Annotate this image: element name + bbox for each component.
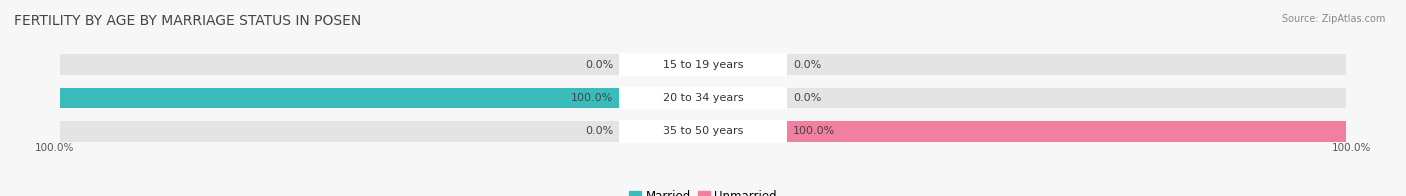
Text: FERTILITY BY AGE BY MARRIAGE STATUS IN POSEN: FERTILITY BY AGE BY MARRIAGE STATUS IN P… — [14, 14, 361, 28]
Bar — [703, 121, 1346, 142]
Legend: Married, Unmarried: Married, Unmarried — [624, 185, 782, 196]
Text: 35 to 50 years: 35 to 50 years — [662, 126, 744, 136]
Bar — [620, 53, 786, 76]
Text: 20 to 34 years: 20 to 34 years — [662, 93, 744, 103]
Bar — [60, 88, 703, 108]
Text: 100.0%: 100.0% — [571, 93, 613, 103]
Bar — [60, 88, 1346, 108]
Bar — [620, 87, 786, 109]
Text: 100.0%: 100.0% — [1331, 143, 1371, 153]
Text: 0.0%: 0.0% — [793, 93, 821, 103]
Text: Source: ZipAtlas.com: Source: ZipAtlas.com — [1281, 14, 1385, 24]
Text: 15 to 19 years: 15 to 19 years — [662, 60, 744, 70]
Text: 0.0%: 0.0% — [585, 60, 613, 70]
Bar — [60, 54, 1346, 75]
Bar — [60, 121, 1346, 142]
Text: 100.0%: 100.0% — [793, 126, 835, 136]
Text: 100.0%: 100.0% — [35, 143, 75, 153]
Bar — [620, 120, 786, 143]
Text: 0.0%: 0.0% — [793, 60, 821, 70]
Text: 0.0%: 0.0% — [585, 126, 613, 136]
